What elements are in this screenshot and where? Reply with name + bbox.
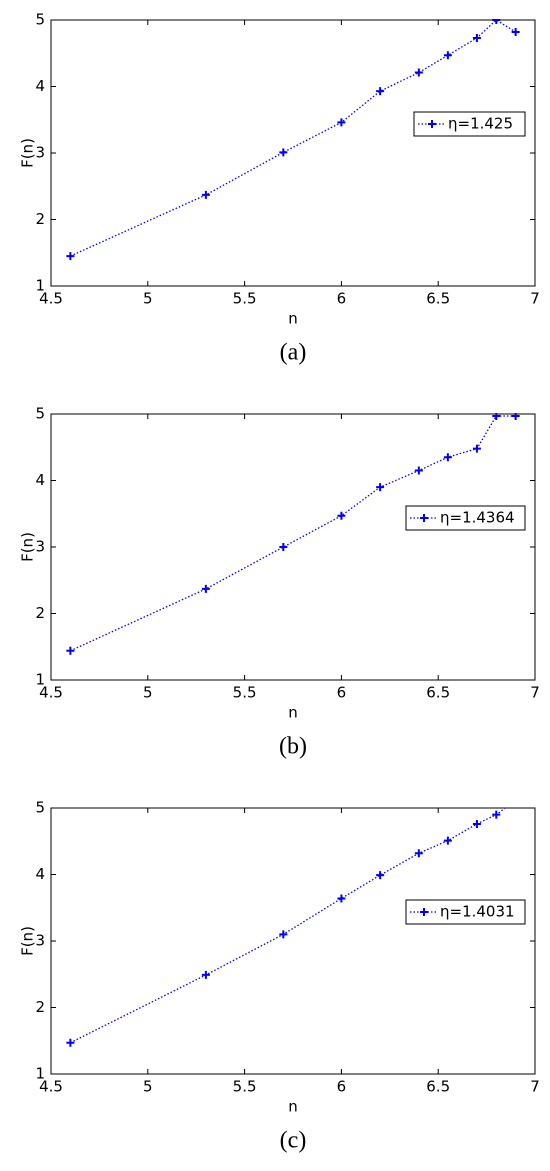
caption: (a)	[280, 340, 307, 366]
y-axis-label: F(n)	[19, 532, 37, 562]
marker	[414, 849, 423, 858]
marker	[472, 444, 481, 453]
y-tick-label: 1	[35, 1065, 45, 1083]
marker	[337, 511, 346, 520]
x-tick-label: 6.5	[426, 684, 450, 702]
marker	[279, 543, 288, 551]
marker	[512, 796, 520, 804]
y-tick-label: 1	[35, 277, 45, 295]
y-tick-label: 3	[35, 144, 45, 162]
x-tick-label: 4.5	[39, 684, 63, 702]
y-tick-label: 4	[35, 471, 45, 489]
marker	[201, 584, 210, 593]
marker	[66, 252, 75, 261]
y-tick-label: 2	[35, 998, 45, 1016]
x-tick-label: 5.5	[233, 290, 257, 308]
x-tick-label: 6	[337, 1078, 347, 1096]
x-tick-label: 7	[530, 1078, 540, 1096]
x-tick-label: 7	[530, 684, 540, 702]
y-tick-label: 2	[35, 604, 45, 622]
y-tick-label: 3	[35, 932, 45, 950]
marker	[443, 453, 452, 462]
marker	[511, 413, 520, 420]
y-axis-label: F(n)	[19, 926, 37, 956]
y-tick-label: 1	[35, 671, 45, 689]
y-tick-label: 5	[35, 11, 45, 29]
y-axis-label: F(n)	[19, 138, 37, 168]
x-tick-label: 4.5	[39, 290, 63, 308]
marker	[376, 871, 385, 880]
marker	[511, 27, 520, 36]
x-tick-label: 6	[337, 290, 347, 308]
x-tick-label: 7	[530, 290, 540, 308]
caption: (c)	[280, 1128, 307, 1154]
y-tick-label: 3	[35, 538, 45, 556]
plot-area	[66, 413, 520, 655]
plot-frame	[50, 19, 536, 287]
marker	[201, 190, 210, 199]
legend-label: η=1.4364	[440, 509, 515, 527]
marker	[279, 148, 288, 157]
x-tick-label: 6.5	[426, 1078, 450, 1096]
x-tick-label: 5	[143, 290, 153, 308]
plot-frame	[50, 807, 536, 1075]
y-tick-label: 2	[35, 210, 45, 228]
marker	[376, 483, 385, 492]
x-tick-label: 4.5	[39, 1078, 63, 1096]
x-tick-label: 6	[337, 684, 347, 702]
series-line	[70, 807, 508, 1044]
x-tick-label: 5	[143, 1078, 153, 1096]
marker	[337, 894, 346, 903]
marker	[492, 810, 501, 819]
legend-marker	[420, 908, 428, 916]
marker	[279, 930, 288, 939]
legend-label: η=1.425	[448, 115, 513, 133]
chart: 4.5 5 5.5 6 6.5 7 1 2 3 4 5 n F(n) (b) η=1.4364	[19, 405, 540, 760]
y-tick-label: 5	[35, 405, 45, 423]
legend-label: η=1.4031	[440, 903, 515, 921]
x-axis-label: n	[288, 1098, 298, 1116]
marker	[66, 646, 75, 655]
x-tick-label: 5.5	[233, 684, 257, 702]
chart: 4.5 5 5.5 6 6.5 7 1 2 3 4 5 n F(n) (a) η=1.425	[19, 11, 540, 366]
marker	[201, 970, 210, 979]
marker	[472, 33, 481, 42]
series-line	[70, 19, 516, 257]
marker	[414, 466, 423, 475]
plot-area	[66, 796, 520, 1047]
y-tick-label: 4	[35, 865, 45, 883]
marker	[492, 19, 501, 24]
series-line	[70, 415, 516, 652]
marker	[443, 836, 452, 845]
plot-frame	[50, 413, 536, 681]
x-axis-label: n	[288, 704, 298, 722]
x-tick-label: 5	[143, 684, 153, 702]
legend-marker	[420, 514, 428, 522]
x-tick-label: 5.5	[233, 1078, 257, 1096]
plot-area	[66, 19, 520, 261]
x-tick-label: 6.5	[426, 290, 450, 308]
caption: (b)	[279, 734, 307, 760]
marker	[414, 68, 423, 77]
marker	[472, 819, 481, 828]
marker	[66, 1038, 75, 1047]
marker	[337, 118, 346, 127]
marker	[376, 87, 385, 96]
marker	[443, 51, 452, 60]
y-tick-label: 5	[35, 799, 45, 817]
x-axis-label: n	[288, 310, 298, 328]
legend-marker	[428, 120, 436, 128]
y-tick-label: 4	[35, 77, 45, 95]
chart: 4.5 5 5.5 6 6.5 7 1 2 3 4 5 n F(n) (c) η=1.4031	[19, 796, 540, 1154]
marker	[492, 413, 501, 420]
